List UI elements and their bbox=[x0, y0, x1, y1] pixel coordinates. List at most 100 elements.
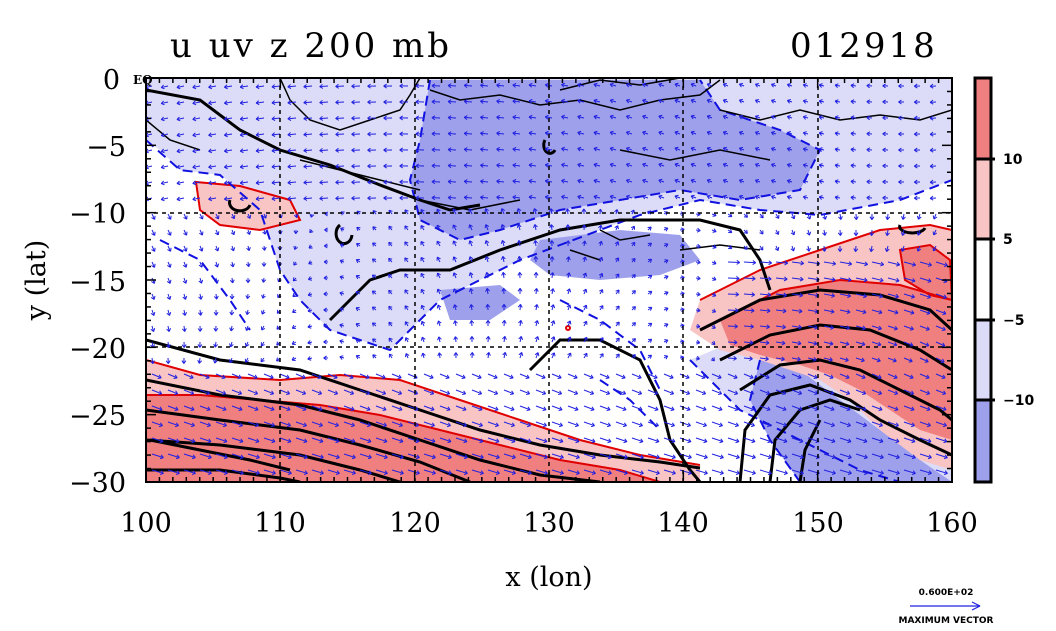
wind-vector bbox=[255, 181, 265, 184]
wind-vector bbox=[791, 453, 804, 459]
wind-vector-head bbox=[484, 256, 490, 261]
wind-vector bbox=[759, 389, 770, 395]
wind-vector bbox=[439, 469, 452, 474]
wind-vector bbox=[583, 353, 588, 359]
wind-vector-head bbox=[696, 307, 701, 313]
wind-vector-head bbox=[869, 216, 875, 220]
wind-vector-head bbox=[751, 292, 755, 297]
wind-vector bbox=[496, 84, 505, 87]
wind-vector-head bbox=[831, 470, 836, 475]
wind-vector-head bbox=[639, 470, 644, 475]
wind-vector bbox=[240, 133, 249, 136]
wind-vector bbox=[247, 389, 258, 395]
wind-vector-head bbox=[398, 390, 403, 396]
wind-vector bbox=[287, 117, 297, 120]
wind-vector bbox=[439, 453, 452, 459]
wind-vector-head bbox=[850, 83, 855, 89]
wind-vector bbox=[679, 389, 690, 395]
wind-vector bbox=[343, 453, 356, 459]
wind-vector bbox=[583, 389, 594, 395]
wind-vector-head bbox=[722, 146, 727, 152]
wind-vector bbox=[407, 453, 420, 459]
wind-vector bbox=[711, 389, 722, 395]
wind-vector bbox=[534, 240, 537, 247]
wind-vector bbox=[695, 405, 707, 411]
wind-vector-head bbox=[847, 293, 851, 299]
wind-vector-head bbox=[942, 294, 947, 300]
wind-vector-head bbox=[197, 359, 203, 364]
wind-vector bbox=[279, 373, 290, 379]
y-tick-label: −30 bbox=[69, 468, 126, 499]
wind-vector bbox=[679, 437, 692, 443]
wind-vector bbox=[215, 437, 228, 443]
wind-vector-head bbox=[749, 340, 754, 345]
wind-vector-head bbox=[452, 272, 458, 277]
wind-vector-head bbox=[703, 470, 708, 475]
wind-vector bbox=[855, 405, 867, 411]
wind-vector-head bbox=[445, 374, 450, 380]
wind-vector-head bbox=[658, 178, 663, 184]
wind-vector bbox=[327, 421, 339, 427]
wind-vector bbox=[199, 453, 212, 459]
wind-vector-head bbox=[292, 293, 297, 298]
wind-vector-head bbox=[766, 406, 771, 412]
wind-vector bbox=[183, 389, 194, 395]
wind-vector-head bbox=[750, 390, 755, 396]
wind-vector bbox=[759, 293, 771, 296]
wind-vector-head bbox=[648, 322, 653, 327]
wind-vector-head bbox=[802, 115, 807, 120]
wind-vector bbox=[485, 256, 489, 263]
wind-vector-head bbox=[190, 422, 195, 428]
wind-vector-head bbox=[415, 83, 420, 89]
colorbar-tick-label: 10 bbox=[1003, 152, 1023, 168]
wind-vector-head bbox=[543, 454, 548, 460]
wind-vector-head bbox=[559, 454, 564, 460]
wind-vector-head bbox=[722, 130, 727, 136]
wind-vector bbox=[464, 84, 473, 87]
wind-vector bbox=[512, 84, 521, 87]
wind-vector bbox=[167, 293, 171, 300]
wind-vector-head bbox=[687, 438, 692, 444]
wind-vector bbox=[151, 325, 155, 332]
wind-vector bbox=[871, 389, 882, 395]
wind-vector bbox=[743, 437, 756, 443]
wind-vector-head bbox=[583, 320, 588, 325]
wind-vector-head bbox=[208, 196, 213, 202]
wind-vector bbox=[199, 405, 211, 411]
wind-vector-head bbox=[335, 454, 340, 460]
wind-vector bbox=[167, 309, 171, 316]
wind-vector-head bbox=[722, 178, 727, 184]
wind-vector bbox=[501, 224, 505, 231]
wind-vector-head bbox=[165, 360, 171, 364]
wind-vector bbox=[464, 164, 473, 167]
wind-vector-head bbox=[625, 98, 630, 104]
wind-vector-head bbox=[623, 438, 628, 444]
wind-vector-head bbox=[493, 374, 498, 380]
wind-vector-head bbox=[567, 352, 572, 357]
wind-vector-head bbox=[879, 438, 884, 444]
wind-vector bbox=[658, 195, 665, 199]
wind-vector-head bbox=[655, 438, 660, 444]
wind-vector bbox=[550, 224, 553, 231]
wind-vector-head bbox=[453, 352, 459, 356]
wind-vector bbox=[327, 405, 339, 411]
wind-vector-head bbox=[838, 216, 843, 220]
wind-vector bbox=[583, 321, 588, 327]
wind-vector bbox=[626, 131, 633, 135]
wind-vector-head bbox=[751, 470, 756, 475]
wind-vector bbox=[551, 272, 554, 279]
wind-vector-head bbox=[517, 272, 523, 276]
wind-vector-head bbox=[197, 311, 203, 316]
wind-vector-head bbox=[908, 358, 913, 363]
wind-vector-head bbox=[623, 454, 628, 460]
wind-vector-head bbox=[671, 470, 676, 475]
wind-vector-head bbox=[302, 422, 307, 428]
wind-vector-head bbox=[420, 288, 425, 294]
wind-vector bbox=[855, 293, 867, 297]
wind-vector-head bbox=[189, 374, 194, 380]
wind-vector-head bbox=[847, 277, 852, 283]
y-tick-label: −15 bbox=[69, 267, 126, 298]
wind-vector-head bbox=[500, 224, 506, 229]
wind-vector-head bbox=[355, 339, 360, 344]
wind-vector bbox=[512, 132, 521, 135]
